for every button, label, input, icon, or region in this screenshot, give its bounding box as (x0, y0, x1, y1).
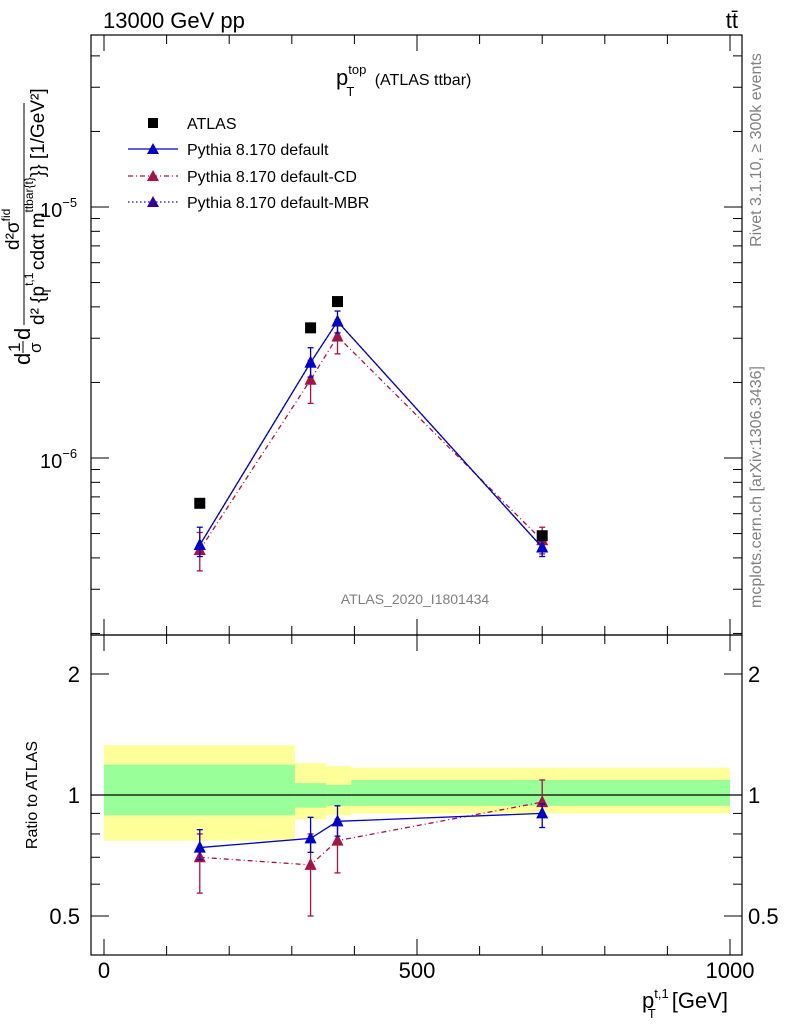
y-label-units: }} [1/GeV²] (28, 88, 49, 177)
y-tick-exp: −5 (62, 195, 77, 210)
legend: ATLAS Pythia 8.170 default Pythia 8.170 … (128, 116, 369, 212)
ratio-y-tick-1-right: 1 (748, 783, 760, 808)
y-label-numerator: d²σfid (0, 209, 24, 250)
legend-label: Pythia 8.170 default-MBR (187, 195, 369, 212)
data-point-atlas (536, 530, 548, 542)
legend-marker-triangle (147, 196, 159, 207)
data-point-triangle (304, 372, 317, 385)
y-tick-exp: −6 (62, 446, 77, 461)
data-point-triangle (536, 540, 549, 553)
process-label: tt̄ (726, 8, 738, 33)
legend-marker-triangle (147, 143, 159, 154)
data-point-triangle (331, 329, 344, 342)
title-suffix: (ATLAS ttbar) (370, 72, 471, 89)
main-panel: ptop T (ATLAS ttbar) ATLAS_2020_I1801434 … (0, 34, 743, 636)
y-label-frac-bottom: σ (26, 342, 45, 353)
x-tick-0: 0 (98, 958, 110, 983)
legend-entry-atlas: ATLAS (148, 116, 237, 133)
series-line-pythia-8-170-default-mbr (199, 320, 543, 548)
main-series-layer (193, 296, 549, 572)
x-tick-500: 500 (399, 958, 436, 983)
x-label-sup: t,1 (654, 986, 668, 1001)
ratio-point-triangle (304, 831, 317, 844)
energy-label: 13000 GeV pp (103, 8, 245, 33)
ratio-y-tick-2-left: 2 (68, 662, 80, 687)
main-axis-ticks (91, 35, 742, 635)
ratio-point-triangle (331, 833, 344, 846)
ratio-point-triangle (304, 857, 317, 870)
y-label-denominator: d² {pt,1 T cdαt mttbar{t}}} [1/GeV²] (22, 88, 54, 325)
legend-marker-triangle (147, 170, 159, 181)
y-label-fid: fid (0, 209, 13, 222)
ratio-panel: 2 1 0.5 2 1 0.5 Ratio to ATLAS 0 500 100… (24, 634, 779, 1021)
y-label-denom-rest: cdαt m (28, 213, 49, 276)
title-sub: T (346, 84, 354, 99)
data-point-triangle (331, 314, 344, 327)
x-tick-1000: 1000 (706, 958, 755, 983)
ratio-y-tick-1-left: 1 (68, 783, 80, 808)
data-point-triangle (193, 538, 206, 551)
y-label-denom-sub: T (40, 287, 54, 295)
legend-entry-default-mbr: Pythia 8.170 default-MBR (128, 195, 369, 212)
x-label-sub: T (648, 1006, 656, 1021)
y-axis-label: d 1 σ d d²σfid d² {pt,1 T cdαt mttbar{t}}… (0, 88, 54, 365)
ratio-point-triangle (193, 840, 206, 853)
x-label-main: p (642, 988, 654, 1013)
y-label-d: d (10, 353, 35, 365)
series-line-pythia-8-170-default-cd (199, 335, 543, 551)
y-label-denom: d² {p (28, 286, 49, 325)
plot-title: ptop T (ATLAS ttbar) (336, 62, 471, 99)
y-tick-label-1e-5: 10−5 (40, 195, 77, 222)
ratio-line-pythia-8-170-default (199, 812, 543, 849)
ratio-y-tick-05-left: 0.5 (49, 904, 80, 929)
mcplots-label: mcplots.cern.ch [arXiv:1306.3436] (748, 366, 765, 608)
x-label-suffix: [GeV] (666, 988, 728, 1013)
data-point-atlas (331, 296, 343, 308)
ratio-y-tick-05-right: 0.5 (748, 904, 779, 929)
ratio-series-layer (193, 779, 549, 917)
legend-marker-square (148, 118, 158, 128)
data-point-atlas (194, 497, 206, 509)
data-point-atlas (305, 322, 317, 334)
legend-entry-default: Pythia 8.170 default (128, 142, 329, 159)
y-label-denom-sup: t,1 (22, 272, 36, 286)
title-sup: top (348, 62, 366, 77)
y-label-denom-sup2: ttbar{t} (22, 177, 36, 212)
legend-entry-default-cd: Pythia 8.170 default-CD (128, 169, 357, 186)
y-tick-base: 10 (40, 200, 62, 222)
data-point-triangle (304, 355, 317, 368)
series-line-pythia-8-170-default (199, 320, 543, 548)
analysis-watermark: ATLAS_2020_I1801434 (341, 591, 490, 607)
uncertainty-band-green (104, 764, 295, 816)
legend-label: Pythia 8.170 default-CD (187, 169, 357, 186)
y-label-d2: d (10, 328, 35, 340)
x-axis-label: pt,1 T [GeV] (642, 986, 728, 1021)
ratio-point-triangle (536, 806, 549, 819)
y-label-sigma: d²σ (3, 221, 24, 250)
ratio-y-tick-2-right: 2 (748, 662, 760, 687)
ratio-axis-ticks (91, 635, 742, 955)
title-main: p (336, 65, 348, 90)
ratio-y-axis-label: Ratio to ATLAS (24, 741, 41, 849)
ratio-point-triangle (331, 814, 344, 827)
y-label-frac-top: 1 (5, 343, 24, 352)
rivet-label: Rivet 3.1.10, ≥ 300k events (748, 53, 765, 247)
y-tick-base: 10 (40, 451, 62, 473)
legend-label: ATLAS (187, 116, 237, 133)
legend-label: Pythia 8.170 default (187, 142, 329, 159)
y-tick-label-1e-6: 10−6 (40, 446, 77, 473)
